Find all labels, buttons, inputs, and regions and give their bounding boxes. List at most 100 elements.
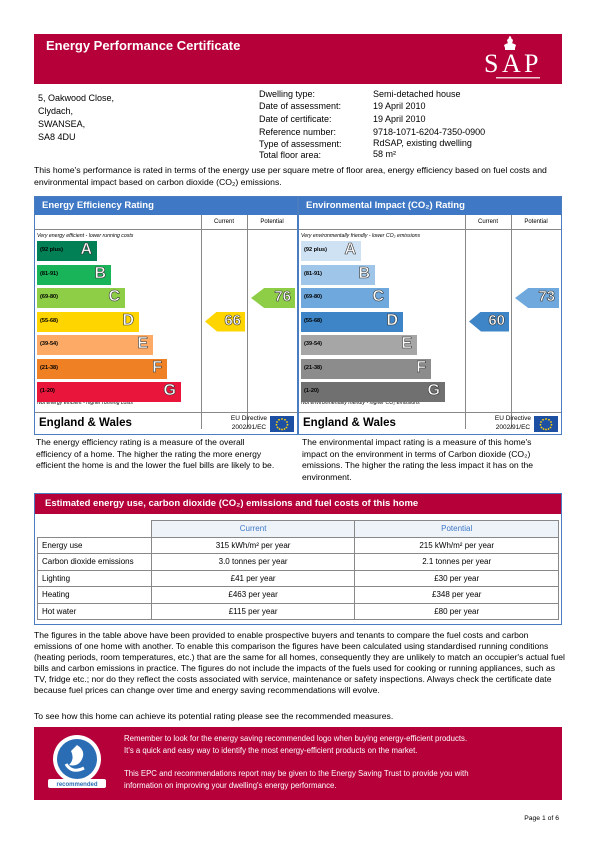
- current-col-label: Current: [213, 219, 234, 225]
- band-letter: G: [163, 382, 176, 400]
- row-label: Heating: [37, 586, 152, 604]
- band-letter: F: [152, 358, 162, 376]
- costs-table: Current Potential Energy use 315 kWh/m² …: [37, 520, 559, 620]
- info-label: Type of assessment:: [259, 139, 342, 149]
- potential-rating-value: 76: [274, 288, 291, 305]
- address: 5, Oakwood Close, Clydach, SWANSEA, SA8 …: [38, 92, 114, 144]
- region-label: England & Wales: [303, 417, 396, 429]
- band-range: (39-54): [304, 341, 323, 347]
- band-range: (39-54): [40, 341, 59, 347]
- energy-saving-line: Remember to look for the energy saving r…: [124, 734, 468, 743]
- intro-text: This home's performance is rated in term…: [34, 165, 547, 187]
- potential-value: £348 per year: [354, 586, 559, 604]
- top-note: Very energy efficient - lower running co…: [37, 233, 134, 239]
- band-range: (1-20): [304, 388, 319, 394]
- info-value: 58 m²: [373, 149, 397, 159]
- current-col-label: Current: [477, 219, 498, 225]
- band-letter: D: [122, 311, 134, 329]
- band-c: (69-80) C: [301, 288, 389, 308]
- top-note: Very environmentally friendly - lower CO…: [301, 233, 421, 239]
- panel-footer: England & Wales EU Directive 2002/91/EC: [35, 412, 297, 434]
- eu-flag-icon: [270, 416, 294, 432]
- band-letter: A: [80, 241, 92, 259]
- environmental-impact-panel: Environmental Impact (CO₂) Rating Curren…: [298, 196, 562, 435]
- potential-rating-arrow: 76: [251, 288, 295, 308]
- current-value: £41 per year: [150, 569, 356, 587]
- info-value: 9718-1071-6204-7350-0900: [373, 127, 486, 137]
- band-g: (1-20) G: [301, 382, 445, 402]
- sap-logo-icon: S A P: [484, 36, 540, 79]
- band-d: (55-68) D: [37, 311, 139, 332]
- recommendations-note: To see how this home can achieve its pot…: [34, 711, 394, 721]
- current-rating-value: 60: [488, 311, 505, 329]
- section-title: Estimated energy use, carbon dioxide (CO…: [35, 494, 561, 514]
- eu-directive: EU Directive 2002/91/EC: [231, 414, 267, 432]
- band-range: (21-38): [40, 364, 59, 371]
- current-rating-arrow: 66: [205, 311, 245, 332]
- band-c: (69-80) C: [37, 288, 125, 308]
- column-divider: [201, 215, 202, 429]
- current-rating-arrow: 60: [469, 311, 509, 332]
- info-value: 19 April 2010: [373, 101, 426, 111]
- row-label: Energy use: [37, 536, 152, 554]
- panel-title: Energy Efficiency Rating: [35, 197, 297, 215]
- band-a: (92 plus) A: [301, 241, 361, 261]
- info-value: RdSAP, existing dwelling: [373, 138, 472, 148]
- page-number: Page 1 of 6: [524, 815, 559, 822]
- column-divider: [247, 215, 248, 429]
- current-value: 3.0 tonnes per year: [150, 553, 356, 571]
- info-label: Total floor area:: [259, 150, 322, 160]
- band-range: (69-80): [40, 294, 59, 300]
- band-range: (81-91): [304, 270, 323, 277]
- band-e: (39-54) E: [37, 335, 153, 355]
- energy-saving-banner: recommended Remember to look for the ene…: [34, 727, 562, 800]
- band-e: (39-54) E: [301, 335, 417, 355]
- band-range: (81-91): [40, 270, 59, 277]
- potential-value: 215 kWh/m² per year: [354, 536, 559, 554]
- table-row: Carbon dioxide emissions 3.0 tonnes per …: [37, 553, 559, 571]
- current-rating-value: 66: [224, 311, 241, 329]
- current-value: £463 per year: [150, 586, 356, 604]
- info-label: Date of certificate:: [259, 114, 332, 124]
- estimated-costs-section: Estimated energy use, carbon dioxide (CO…: [34, 493, 562, 625]
- address-line: SA8 4DU: [38, 132, 76, 142]
- band-letter: E: [137, 335, 148, 353]
- panel-footer: England & Wales EU Directive 2002/91/EC: [299, 412, 561, 434]
- table-row: Hot water £115 per year £80 per year: [37, 602, 559, 620]
- band-range: (21-38): [304, 364, 323, 371]
- svg-text:S: S: [484, 49, 498, 78]
- table-row: Lighting £41 per year £30 per year: [37, 569, 559, 587]
- info-label: Date of assessment:: [259, 101, 342, 111]
- region-label: England & Wales: [39, 417, 132, 429]
- band-letter: A: [344, 241, 356, 259]
- current-value: £115 per year: [150, 602, 356, 620]
- band-f: (21-38) F: [301, 358, 431, 379]
- potential-rating-arrow: 73: [515, 288, 559, 308]
- grid-line: [299, 229, 561, 230]
- table-header-row: Current Potential: [37, 520, 559, 538]
- energy-saving-recommended-logo-icon: recommended: [48, 735, 106, 795]
- energy-efficiency-panel: Energy Efficiency Rating Current Potenti…: [34, 196, 298, 435]
- band-letter: F: [416, 358, 426, 376]
- potential-col-label: Potential: [524, 219, 548, 225]
- energy-saving-line: It's a quick and easy way to identify th…: [124, 746, 418, 755]
- address-line: 5, Oakwood Close,: [38, 93, 115, 103]
- table-row: Energy use 315 kWh/m² per year 215 kWh/m…: [37, 536, 559, 554]
- potential-value: £80 per year: [354, 602, 559, 620]
- address-line: Clydach,: [38, 106, 74, 116]
- band-letter: B: [94, 264, 106, 282]
- info-label: Dwelling type:: [259, 89, 316, 99]
- band-b: (81-91) B: [301, 264, 375, 285]
- energy-saving-line: This EPC and recommendations report may …: [124, 769, 469, 778]
- energy-saving-line: information on improving your dwelling's…: [124, 781, 337, 790]
- eu-flag-icon: [534, 416, 558, 432]
- eir-description: The environmental impact rating is a mea…: [302, 437, 534, 482]
- band-range: (92 plus): [40, 247, 64, 253]
- blank-header: [37, 520, 152, 538]
- band-d: (55-68) D: [301, 311, 403, 332]
- certificate-header: Energy Performance Certificate S A P: [34, 34, 562, 84]
- svg-text:A: A: [502, 49, 521, 78]
- info-value: 19 April 2010: [373, 114, 426, 124]
- eu-directive-line: EU Directive: [230, 415, 267, 422]
- eer-description: The energy efficiency rating is a measur…: [36, 437, 275, 470]
